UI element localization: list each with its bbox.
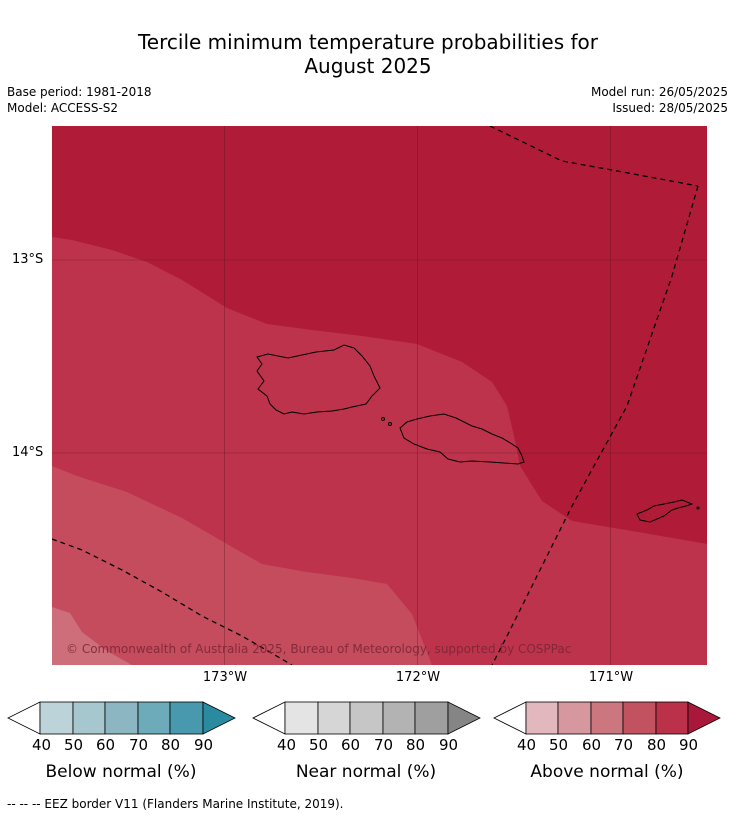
tick-below-40: 40 bbox=[32, 736, 52, 754]
colorbar-below-80-90 bbox=[169, 701, 204, 735]
colorbar-near bbox=[252, 701, 481, 735]
copyright-text: © Commonwealth of Australia 2025, Bureau… bbox=[66, 642, 571, 656]
tick-below-60: 60 bbox=[96, 736, 116, 754]
colorbar-near-max-arrow bbox=[447, 701, 481, 735]
colorbar-near-70-80 bbox=[382, 701, 416, 735]
colorbar-above-70-80 bbox=[622, 701, 657, 735]
eez-border-southwest bbox=[52, 538, 293, 665]
islet-aunuu bbox=[696, 506, 700, 510]
colorbar-below-max-arrow bbox=[202, 701, 236, 735]
colorbar-above-50-60 bbox=[557, 701, 592, 735]
lon-label-172w: 172°W bbox=[395, 670, 441, 685]
zone-above-60 bbox=[52, 607, 132, 665]
tick-above-50: 50 bbox=[549, 736, 569, 754]
graticule bbox=[52, 126, 707, 665]
title-line-1: Tercile minimum temperature probabilitie… bbox=[137, 30, 599, 54]
savaii-island bbox=[256, 344, 381, 415]
eez-border-north bbox=[489, 126, 699, 187]
colorbar-above-60-70 bbox=[590, 701, 624, 735]
islet-apolima bbox=[388, 422, 392, 426]
tick-above-40: 40 bbox=[517, 736, 537, 754]
colorbar-above-40-50 bbox=[525, 701, 559, 735]
meta-right: Model run: 26/05/2025 Issued: 28/05/2025 bbox=[591, 84, 728, 116]
tick-near-70: 70 bbox=[374, 736, 394, 754]
colorbar-below-min-arrow bbox=[7, 701, 41, 735]
colorbar-near-80-90 bbox=[414, 701, 449, 735]
tick-near-60: 60 bbox=[341, 736, 361, 754]
tutuila-island bbox=[636, 499, 694, 523]
colorbar-below-60-70 bbox=[104, 701, 139, 735]
tick-above-80: 80 bbox=[647, 736, 667, 754]
colorbar-near-title: Near normal (%) bbox=[295, 762, 437, 782]
model-run: Model run: 26/05/2025 bbox=[590, 85, 728, 99]
title-line-2: August 2025 bbox=[304, 54, 432, 78]
probability-map: © Commonwealth of Australia 2025, Bureau… bbox=[52, 126, 707, 665]
tick-below-50: 50 bbox=[64, 736, 84, 754]
colorbar-below-40-50 bbox=[39, 701, 74, 735]
lon-label-171w: 171°W bbox=[588, 670, 634, 685]
colorbar-above-min-arrow bbox=[493, 701, 527, 735]
colorbar-below bbox=[7, 701, 236, 735]
colorbar-above-max-arrow bbox=[687, 701, 721, 735]
islands bbox=[256, 344, 700, 523]
tick-above-70: 70 bbox=[614, 736, 634, 754]
colorbar-near-50-60 bbox=[317, 701, 351, 735]
issued-date: Issued: 28/05/2025 bbox=[612, 101, 728, 115]
tick-below-80: 80 bbox=[161, 736, 181, 754]
tick-near-90: 90 bbox=[439, 736, 459, 754]
upolu-island bbox=[399, 413, 525, 465]
colorbar-below-ticks: 40 50 60 70 80 90 40 50 60 70 80 90 40 5… bbox=[0, 736, 736, 756]
colorbar-below-50-60 bbox=[72, 701, 106, 735]
lat-label-14s: 14°S bbox=[12, 445, 44, 460]
tick-above-60: 60 bbox=[582, 736, 602, 754]
colorbar-near-40-50 bbox=[284, 701, 319, 735]
colorbar-above bbox=[493, 701, 721, 735]
zone-above-70 bbox=[52, 466, 432, 665]
eez-borders bbox=[52, 126, 699, 665]
base-period: Base period: 1981-2018 bbox=[7, 85, 152, 99]
colorbar-below-title: Below normal (%) bbox=[45, 762, 197, 782]
tick-near-40: 40 bbox=[277, 736, 297, 754]
lon-label-173w: 173°W bbox=[202, 670, 248, 685]
colorbar-near-60-70 bbox=[349, 701, 384, 735]
colorbar-below-70-80 bbox=[137, 701, 171, 735]
colorbar-near-min-arrow bbox=[252, 701, 286, 735]
islet-manono bbox=[381, 417, 385, 421]
eez-border-east bbox=[491, 185, 699, 665]
tick-below-90: 90 bbox=[194, 736, 214, 754]
model-name: Model: ACCESS-S2 bbox=[7, 101, 119, 115]
tick-below-70: 70 bbox=[129, 736, 149, 754]
map-title: Tercile minimum temperature probabilitie… bbox=[0, 30, 736, 78]
colorbar-above-title: Above normal (%) bbox=[530, 762, 684, 782]
lat-label-13s: 13°S bbox=[12, 252, 44, 267]
colorbars bbox=[7, 701, 721, 735]
tick-near-80: 80 bbox=[406, 736, 426, 754]
tick-above-90: 90 bbox=[679, 736, 699, 754]
meta-left: Base period: 1981-2018 Model: ACCESS-S2 bbox=[7, 84, 152, 116]
eez-legend-note: -- -- -- EEZ border V11 (Flanders Marine… bbox=[7, 797, 344, 811]
tick-near-50: 50 bbox=[309, 736, 329, 754]
colorbar-above-80-90 bbox=[655, 701, 689, 735]
